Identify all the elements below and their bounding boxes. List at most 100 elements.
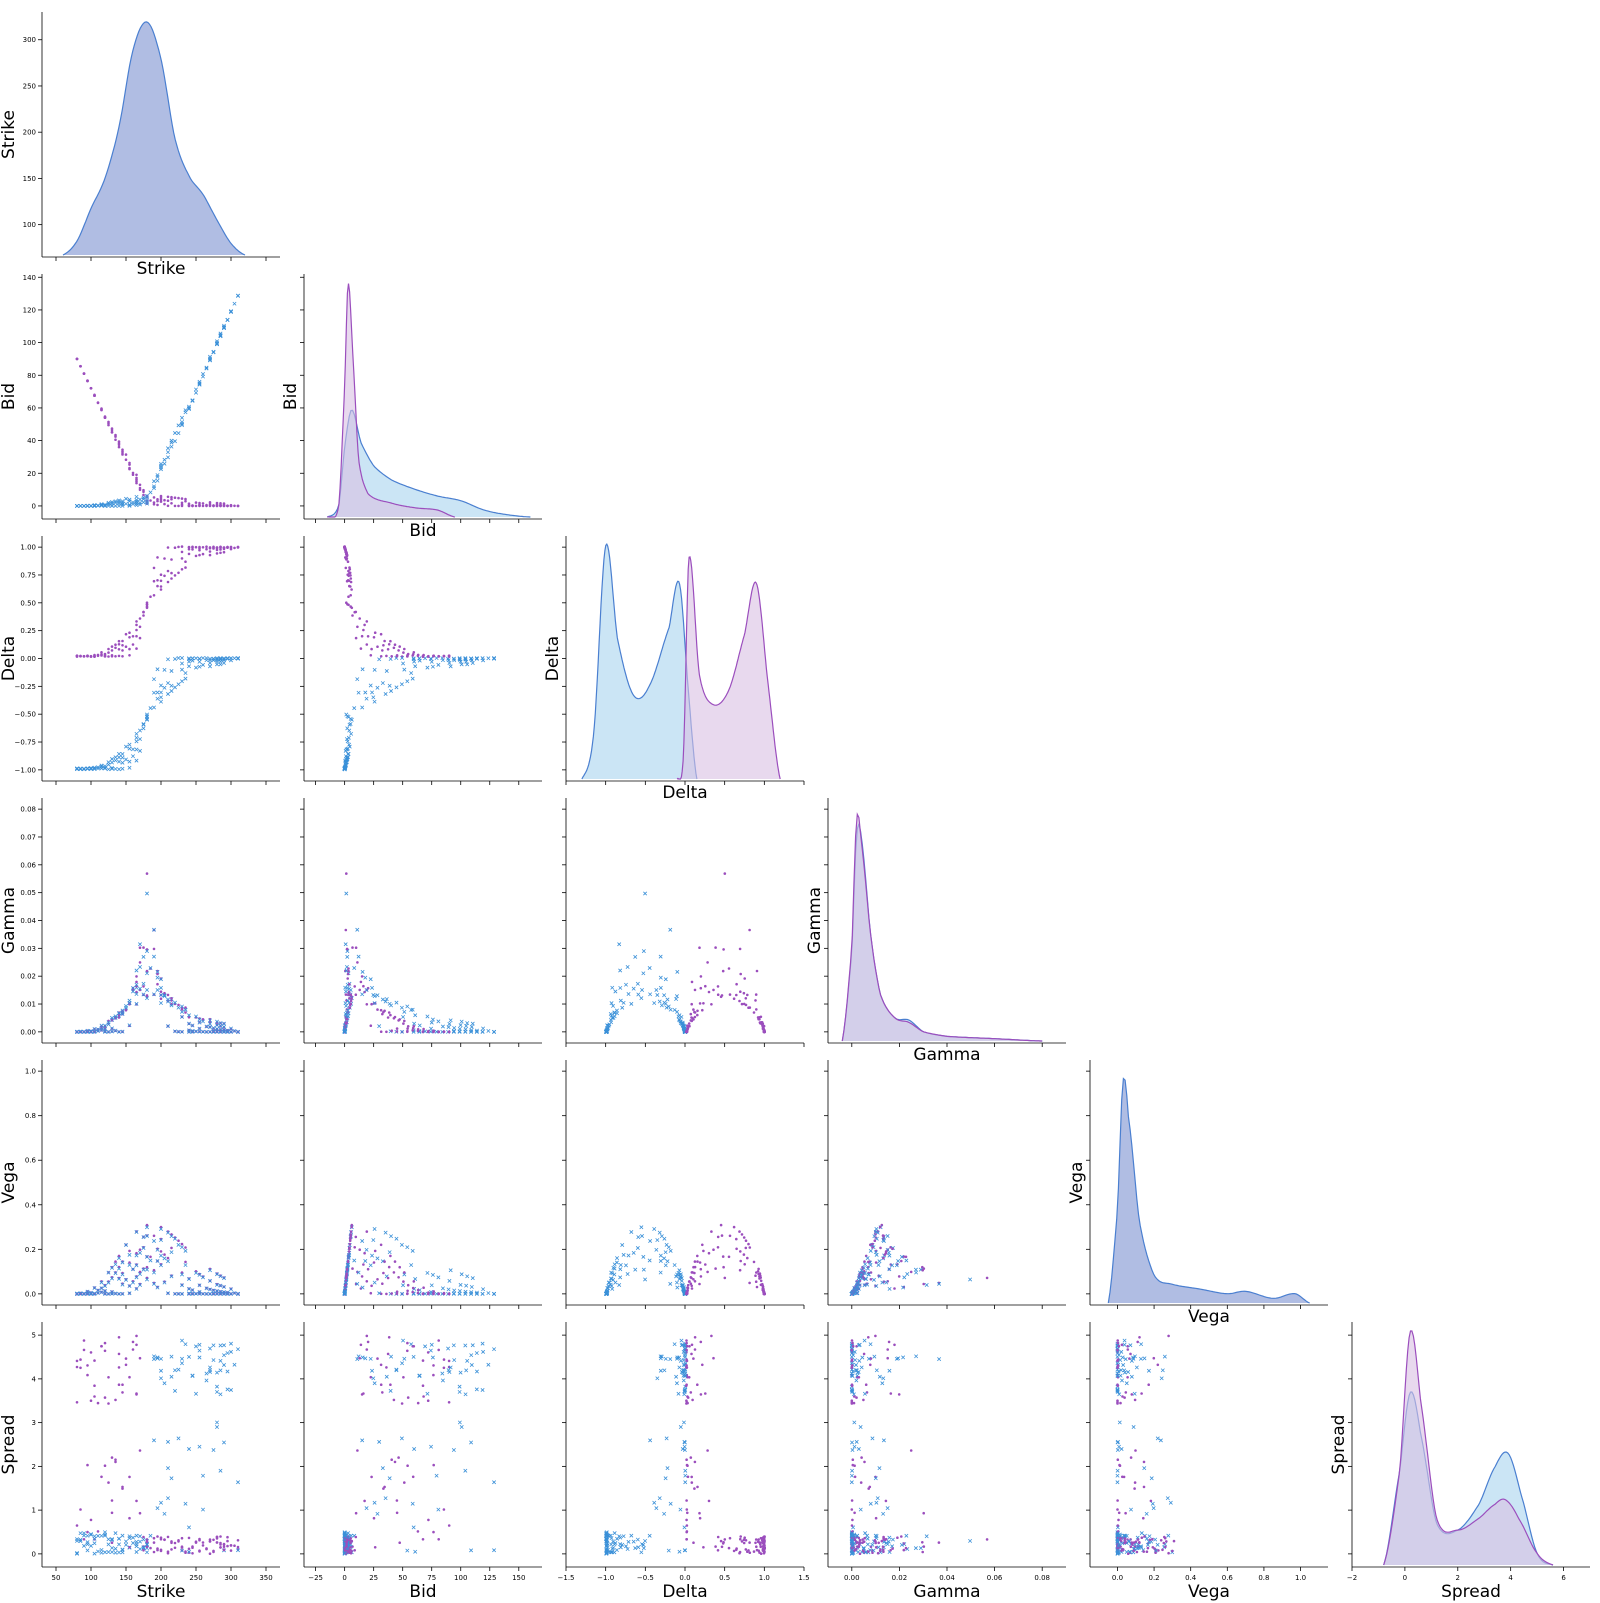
point-call bbox=[1118, 1373, 1123, 1378]
y-tick-label: −0.50 bbox=[15, 711, 36, 719]
point-put bbox=[370, 647, 373, 651]
point-put bbox=[152, 566, 156, 570]
point-call bbox=[92, 1534, 97, 1539]
x-tick-label: 250 bbox=[189, 1574, 202, 1582]
point-put bbox=[180, 568, 184, 571]
point-call bbox=[874, 1226, 879, 1231]
point-put bbox=[349, 577, 353, 580]
point-put bbox=[89, 386, 93, 390]
point-put bbox=[194, 501, 198, 504]
point-put bbox=[702, 1249, 705, 1253]
point-call bbox=[145, 1254, 149, 1259]
point-call bbox=[666, 1548, 671, 1553]
point-call bbox=[138, 964, 142, 969]
point-call bbox=[401, 661, 406, 666]
point-put bbox=[755, 1008, 758, 1011]
point-call bbox=[232, 1028, 237, 1033]
point-put bbox=[135, 481, 138, 485]
point-put bbox=[348, 1003, 352, 1007]
point-call bbox=[425, 665, 430, 670]
point-put bbox=[347, 969, 350, 973]
y-axis-label-vega: Vega bbox=[0, 1162, 19, 1204]
point-put bbox=[862, 1352, 866, 1356]
point-call bbox=[347, 744, 352, 749]
point-call bbox=[618, 1267, 623, 1272]
point-put bbox=[187, 546, 191, 549]
point-call bbox=[635, 981, 640, 986]
point-call bbox=[474, 1369, 479, 1374]
point-call bbox=[194, 387, 198, 392]
point-call bbox=[868, 1263, 873, 1268]
point-put bbox=[411, 1475, 415, 1479]
point-put bbox=[103, 1464, 107, 1467]
point-put bbox=[159, 585, 163, 588]
point-put bbox=[348, 1006, 351, 1009]
point-call bbox=[881, 1511, 886, 1516]
point-call bbox=[368, 1263, 373, 1268]
point-call bbox=[222, 1353, 226, 1358]
point-call bbox=[173, 1000, 177, 1005]
point-put bbox=[128, 647, 131, 651]
point-call bbox=[236, 293, 240, 298]
point-put bbox=[152, 496, 156, 499]
x-tick-label: −1.0 bbox=[597, 1574, 614, 1582]
point-call bbox=[138, 1250, 142, 1255]
point-call bbox=[127, 497, 132, 502]
point-put bbox=[173, 496, 177, 500]
point-call bbox=[492, 1480, 497, 1485]
point-call bbox=[187, 1291, 191, 1296]
point-call bbox=[155, 473, 160, 478]
point-put bbox=[177, 1239, 180, 1242]
y-tick-label: 1 bbox=[32, 1507, 36, 1515]
point-call bbox=[166, 1291, 170, 1296]
point-call bbox=[678, 1019, 683, 1024]
point-put bbox=[1138, 1336, 1141, 1339]
point-put bbox=[89, 1399, 93, 1402]
point-call bbox=[117, 1550, 121, 1555]
x-tick-label: 200 bbox=[154, 1574, 167, 1582]
point-put bbox=[1117, 1518, 1120, 1522]
point-put bbox=[365, 1334, 369, 1338]
point-call bbox=[222, 1363, 226, 1367]
point-call bbox=[145, 1234, 149, 1238]
point-call bbox=[134, 735, 139, 740]
point-put bbox=[422, 1395, 425, 1398]
point-put bbox=[356, 1449, 359, 1452]
point-call bbox=[1119, 1349, 1124, 1354]
point-call bbox=[211, 656, 216, 661]
point-put bbox=[922, 1511, 925, 1515]
point-call bbox=[387, 1250, 392, 1255]
point-call bbox=[372, 1001, 377, 1006]
point-put bbox=[138, 625, 142, 629]
point-put bbox=[346, 972, 350, 976]
point-put bbox=[400, 1402, 404, 1405]
point-put bbox=[1129, 1545, 1133, 1549]
point-call bbox=[639, 996, 644, 1001]
point-put bbox=[762, 1538, 765, 1542]
point-call bbox=[606, 1023, 611, 1028]
point-put bbox=[869, 1363, 872, 1367]
point-put bbox=[229, 1549, 233, 1552]
point-put bbox=[138, 617, 142, 620]
point-call bbox=[113, 1271, 118, 1276]
point-call bbox=[436, 1275, 441, 1280]
point-call bbox=[117, 1011, 121, 1016]
point-call bbox=[854, 1363, 859, 1367]
point-put bbox=[744, 1246, 748, 1250]
point-put bbox=[882, 1256, 885, 1260]
point-call bbox=[668, 1281, 673, 1286]
point-call bbox=[631, 1250, 636, 1255]
point-call bbox=[78, 767, 83, 772]
point-call bbox=[410, 676, 415, 681]
point-put bbox=[145, 872, 149, 875]
point-call bbox=[99, 1023, 104, 1028]
point-call bbox=[215, 1282, 219, 1287]
point-call bbox=[344, 760, 349, 765]
point-call bbox=[155, 1506, 160, 1511]
y-tick-label: 0.06 bbox=[20, 861, 36, 869]
point-call bbox=[430, 1017, 435, 1022]
point-call bbox=[429, 1026, 434, 1031]
point-put bbox=[744, 1239, 748, 1242]
point-put bbox=[1116, 1524, 1120, 1527]
